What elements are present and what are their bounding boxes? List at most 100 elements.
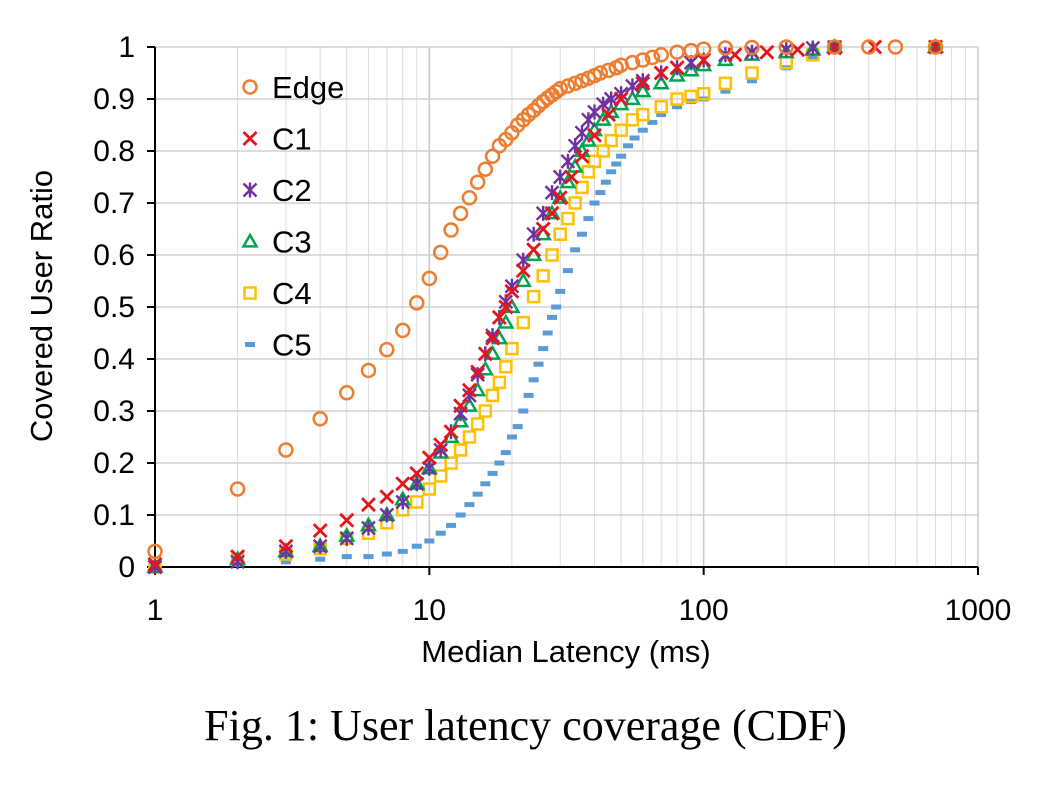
y-tick-label: 0.3 — [93, 395, 135, 428]
point-edge — [432, 244, 449, 261]
legend-label-c1: C1 — [272, 122, 312, 157]
point-edge — [826, 39, 843, 55]
point-c5 — [500, 450, 511, 456]
point-edge — [861, 39, 877, 55]
point-c5 — [647, 119, 658, 125]
point-edge — [744, 39, 760, 56]
point-c2 — [453, 406, 468, 422]
y-tick-label: 0.2 — [93, 447, 135, 480]
point-c2 — [379, 507, 395, 523]
figure-caption: Fig. 1: User latency coverage (CDF) — [204, 701, 847, 750]
point-c4 — [478, 404, 493, 418]
point-c5 — [746, 78, 757, 84]
point-c1 — [696, 52, 712, 68]
point-c2 — [544, 185, 560, 201]
point-edge — [421, 270, 438, 287]
point-c1 — [461, 382, 477, 398]
point-c5 — [528, 377, 539, 383]
point-c4 — [636, 107, 650, 122]
point-c3 — [682, 61, 700, 77]
point-c1 — [453, 398, 469, 414]
legend-marker-c4 — [243, 286, 257, 300]
point-c1 — [574, 148, 590, 164]
point-c4 — [470, 417, 485, 431]
point-edge — [887, 39, 904, 55]
point-c5 — [616, 153, 627, 159]
point-c1 — [544, 205, 560, 221]
point-c4 — [410, 495, 424, 509]
point-c5 — [595, 190, 606, 196]
point-edge — [469, 174, 486, 190]
point-c5 — [512, 424, 523, 430]
point-c5 — [576, 231, 587, 237]
point-c2 — [361, 520, 376, 536]
point-c1 — [147, 556, 163, 572]
point-c5 — [494, 460, 505, 466]
point-edge — [394, 322, 411, 339]
point-c4 — [536, 269, 550, 283]
legend-item-c4: C4 — [243, 276, 312, 311]
point-c5 — [455, 512, 466, 518]
point-c4 — [444, 456, 458, 470]
point-c4 — [492, 375, 507, 390]
series-edge — [147, 39, 944, 560]
point-edge — [312, 411, 328, 427]
point-c5 — [547, 314, 558, 320]
point-c2 — [744, 44, 760, 60]
point-c5 — [411, 543, 422, 549]
point-c2 — [552, 169, 568, 185]
point-c3 — [543, 204, 561, 220]
point-edge — [339, 385, 355, 401]
point-edge — [695, 41, 712, 57]
point-c4 — [545, 248, 559, 262]
point-c2 — [147, 559, 163, 575]
point-c4 — [654, 100, 668, 114]
point-c4 — [462, 430, 477, 444]
point-c5 — [589, 200, 600, 206]
point-c1 — [278, 538, 294, 554]
point-c4 — [696, 87, 711, 101]
point-c4 — [718, 76, 733, 91]
point-c5 — [487, 470, 498, 476]
point-c3 — [634, 82, 652, 98]
y-tick-label: 1 — [118, 31, 135, 64]
y-tick-label: 0.5 — [93, 291, 135, 324]
y-axis-title: Covered User Ratio — [24, 170, 59, 442]
point-c5 — [280, 559, 291, 565]
legend-label-edge: Edge — [272, 70, 344, 105]
point-edge — [635, 52, 651, 68]
legend-item-c2: C2 — [242, 173, 312, 208]
y-tick-label: 0.7 — [93, 187, 135, 220]
point-c5 — [506, 434, 517, 440]
legend-item-edge: Edge — [242, 70, 344, 105]
point-c5 — [720, 88, 731, 94]
point-c5 — [341, 554, 352, 560]
legend: Edge C1 C2 C3 C4 C5 — [241, 70, 344, 363]
point-c5 — [538, 346, 549, 352]
series-c1 — [147, 39, 943, 572]
y-tick-label: 0.8 — [93, 135, 135, 168]
point-c5 — [656, 112, 667, 118]
point-c1 — [409, 465, 425, 481]
point-c2 — [635, 73, 651, 89]
point-c1 — [587, 127, 602, 143]
legend-label-c5: C5 — [272, 328, 312, 363]
point-edge — [717, 40, 734, 56]
point-c4 — [745, 66, 759, 80]
point-c4 — [670, 92, 684, 106]
point-c1 — [379, 489, 395, 505]
point-c4 — [516, 315, 531, 330]
point-c3 — [483, 344, 502, 360]
point-c4 — [505, 341, 519, 356]
point-edge — [278, 442, 294, 458]
x-tick-label: 10 — [413, 594, 446, 627]
point-edge — [484, 148, 501, 164]
x-axis-title: Median Latency (ms) — [421, 634, 710, 669]
point-c1 — [421, 450, 437, 466]
point-c4 — [561, 211, 575, 226]
y-tick-label: 0 — [118, 551, 135, 584]
point-c2 — [805, 40, 821, 56]
point-c1 — [312, 523, 328, 539]
point-c5 — [562, 268, 573, 274]
